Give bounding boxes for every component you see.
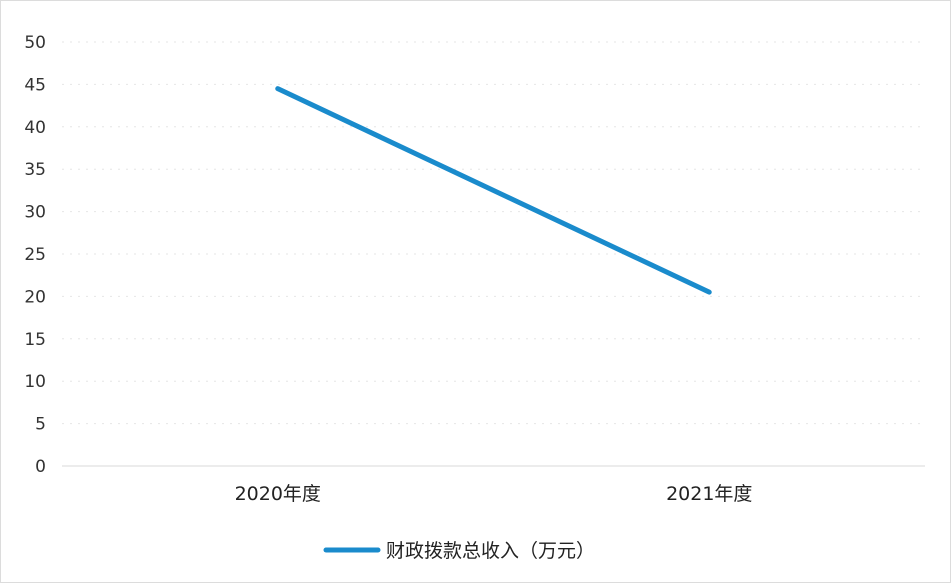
y-tick-label: 5	[35, 415, 46, 435]
legend-label: 财政拨款总收入（万元）	[386, 540, 595, 562]
y-tick-label: 45	[24, 75, 46, 95]
x-axis-categories: 2020年度 2021年度	[235, 483, 753, 505]
y-tick-label: 30	[24, 203, 46, 223]
y-axis-ticks: 0 5 10 15 20 25 30 35 40 45 50	[24, 33, 46, 477]
y-tick-label: 15	[24, 330, 46, 350]
y-tick-label: 10	[24, 372, 46, 392]
y-tick-label: 0	[35, 457, 46, 477]
gridlines	[62, 41, 925, 467]
x-category-label: 2020年度	[235, 483, 321, 505]
legend: 财政拨款总收入（万元）	[323, 540, 595, 562]
y-tick-label: 20	[24, 287, 46, 307]
series-line	[275, 86, 712, 295]
x-category-label: 2021年度	[666, 483, 752, 505]
y-tick-label: 50	[24, 33, 46, 53]
series-lines	[275, 86, 712, 295]
y-tick-label: 35	[24, 160, 46, 180]
y-tick-label: 25	[24, 245, 46, 265]
y-tick-label: 40	[24, 118, 46, 138]
